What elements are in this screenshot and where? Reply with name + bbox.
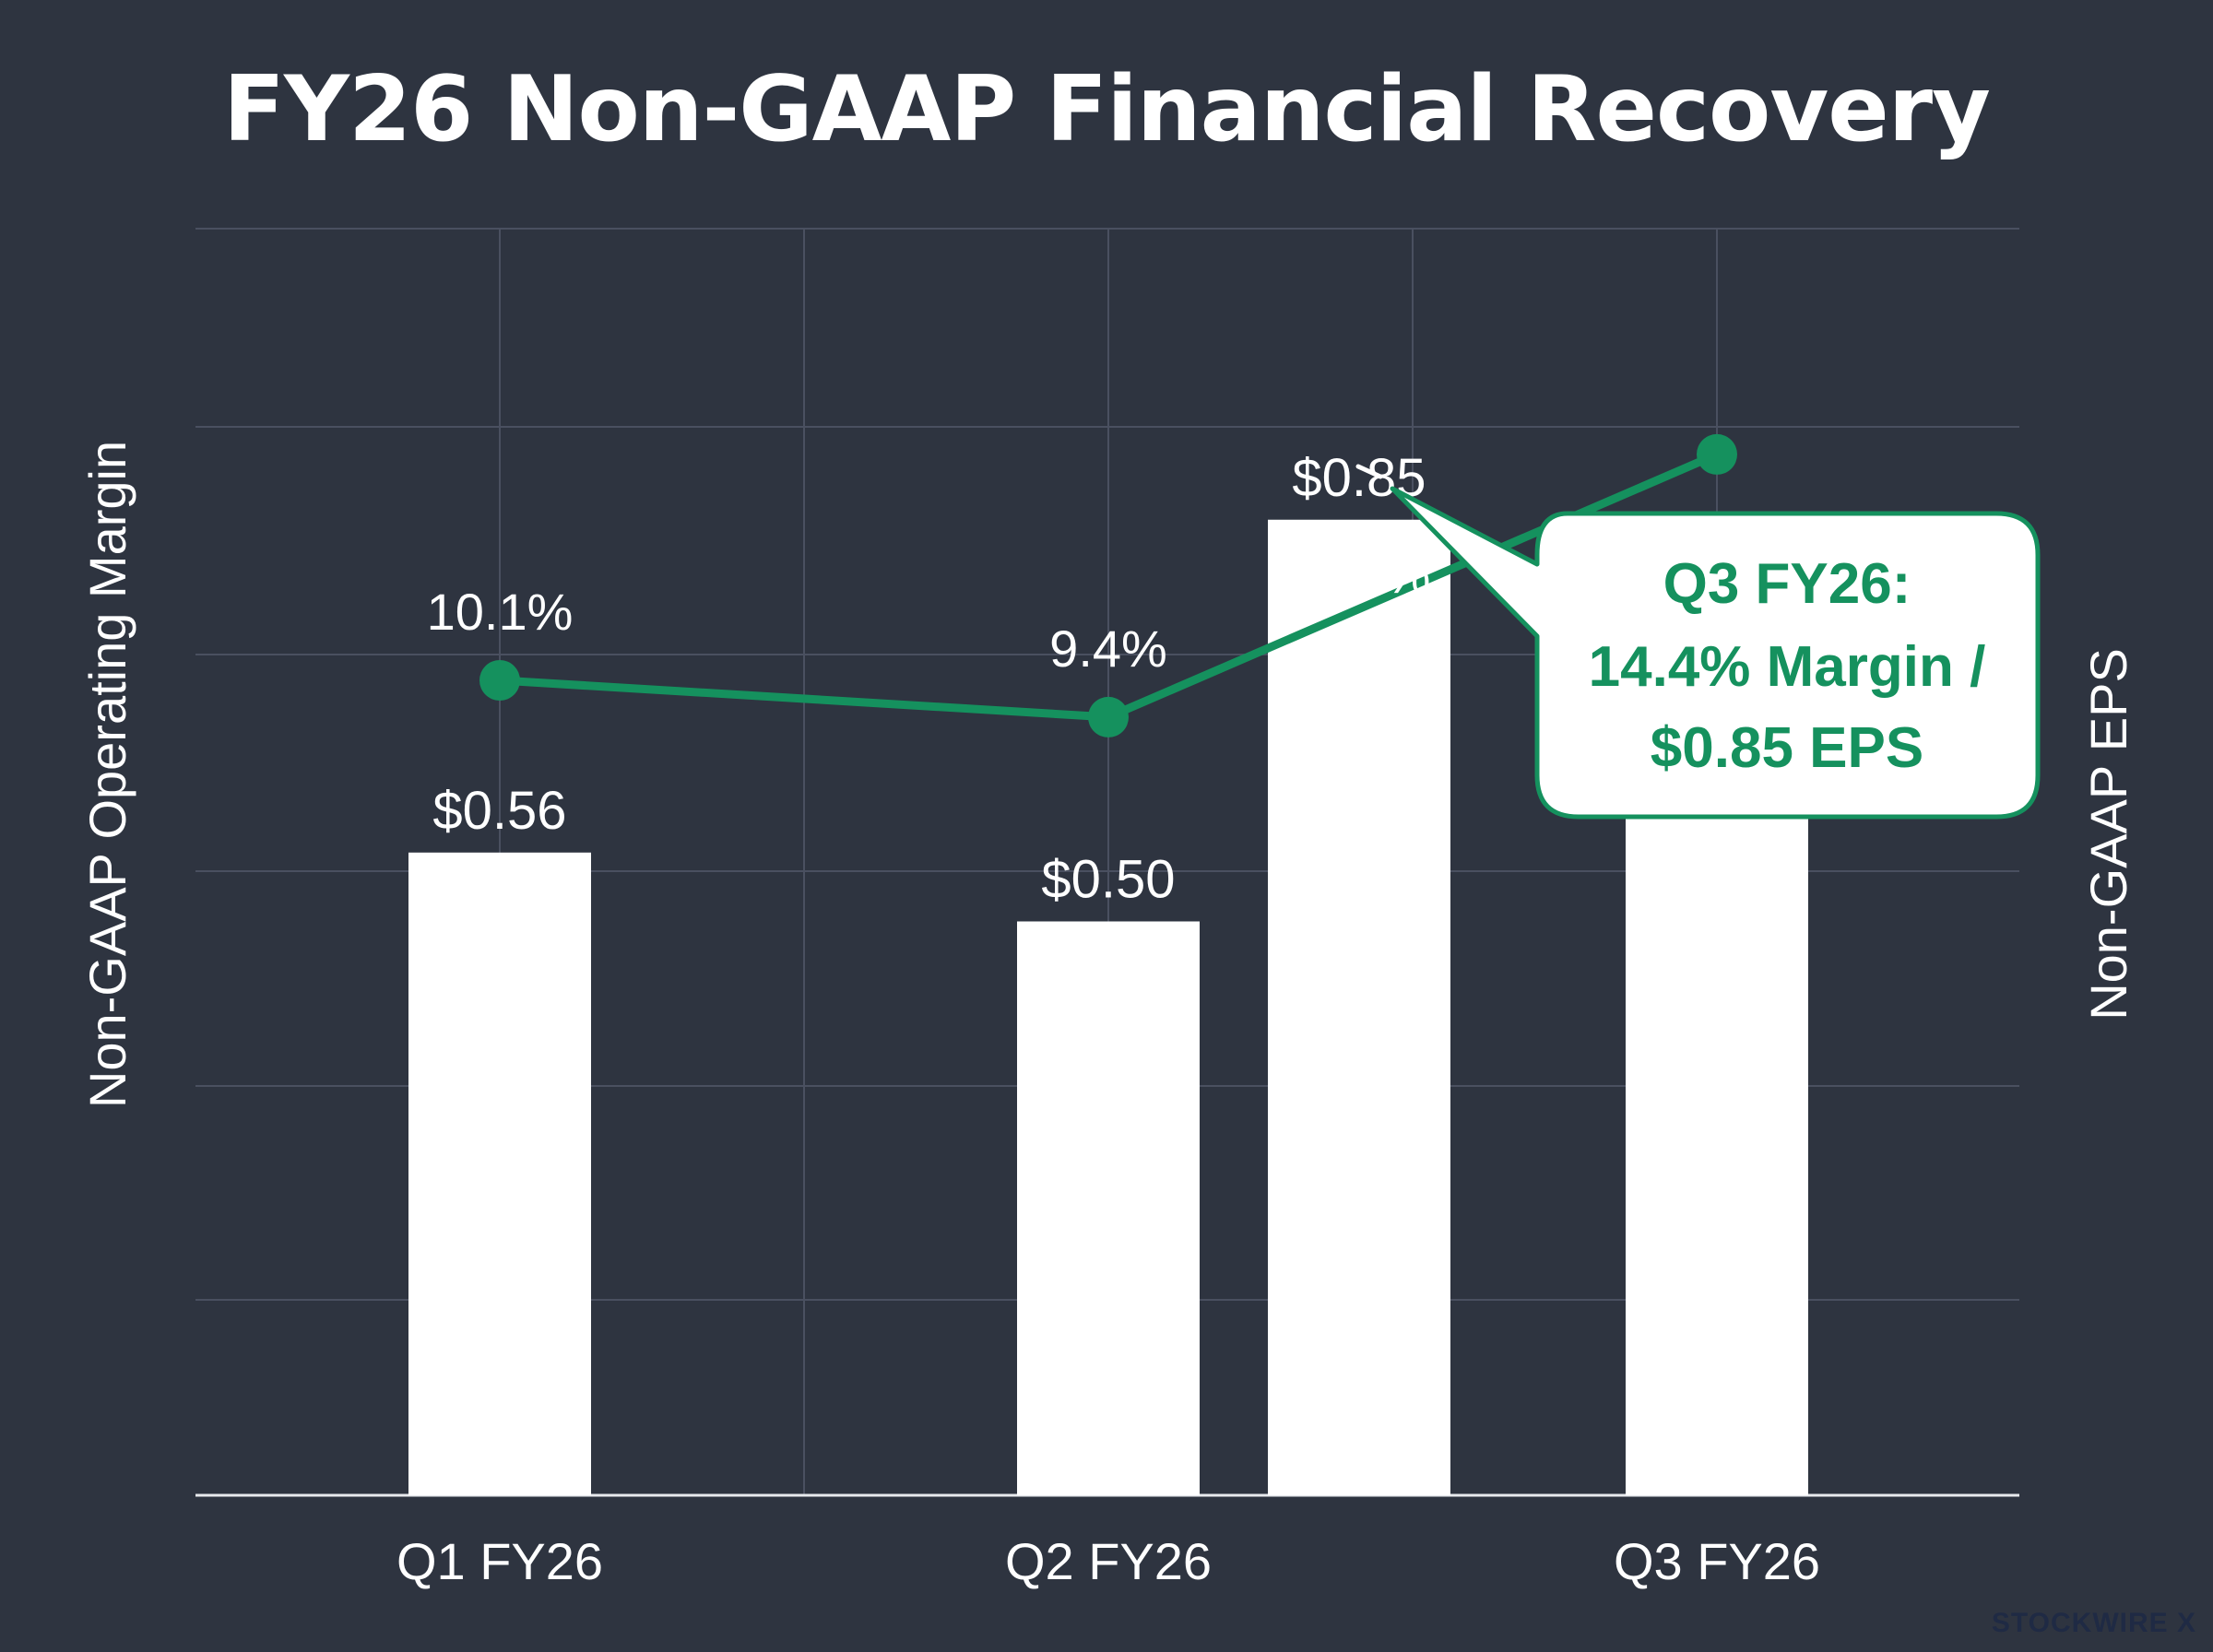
callout-bubble bbox=[1390, 486, 2041, 820]
margin-point bbox=[1697, 433, 1737, 475]
eps-bar bbox=[408, 852, 591, 1495]
x-tick-label: Q2 FY26 bbox=[1005, 1532, 1212, 1590]
y2-axis-title: Non-GAAP EPS bbox=[2079, 648, 2137, 1021]
eps-bar-label: $0.56 bbox=[432, 781, 566, 841]
callout-line-2: 14.4% Margin / bbox=[1589, 635, 1986, 699]
margin-points bbox=[479, 433, 1737, 738]
margin-point-labels: 10.1% 9.4% 14.4% bbox=[427, 546, 1431, 678]
eps-bar bbox=[1268, 519, 1450, 1495]
watermark-logo: STOCKWIRE X bbox=[1991, 1608, 2196, 1638]
chart-title: FY26 Non-GAAP Financial Recovery bbox=[223, 57, 1991, 162]
margin-point bbox=[1088, 696, 1129, 738]
callout-line-1: Q3 FY26: bbox=[1663, 552, 1911, 616]
y-axis-title: Non-GAAP Operating Margin bbox=[78, 441, 136, 1108]
margin-point-label: 9.4% bbox=[1049, 620, 1167, 678]
margin-point-label: 14.4% bbox=[1284, 546, 1431, 604]
callout-pointer-tick bbox=[1355, 464, 1383, 479]
eps-bar bbox=[1017, 921, 1200, 1495]
margin-point bbox=[479, 660, 520, 701]
x-tick-labels: Q1 FY26 Q2 FY26 Q3 FY26 bbox=[396, 1532, 1820, 1590]
callout-line-3: $0.85 EPS bbox=[1651, 716, 1923, 780]
x-tick-label: Q3 FY26 bbox=[1614, 1532, 1820, 1590]
x-tick-label: Q1 FY26 bbox=[396, 1532, 603, 1590]
annotation-callout: Q3 FY26: 14.4% Margin / $0.85 EPS bbox=[1355, 464, 2041, 820]
eps-bar-label: $0.50 bbox=[1041, 850, 1175, 910]
margin-point-label: 10.1% bbox=[427, 583, 574, 641]
